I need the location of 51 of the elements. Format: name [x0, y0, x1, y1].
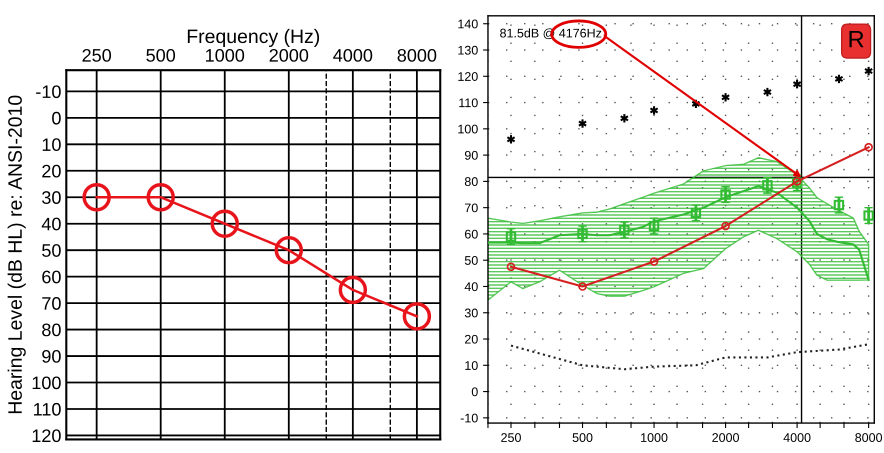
x-tick-label: 1000 — [641, 433, 668, 442]
y-tick-label: 10 — [42, 138, 61, 152]
y-tick-label: 100 — [32, 376, 61, 390]
y-tick-label: 110 — [34, 402, 61, 416]
y-tick-label: 130 — [458, 46, 478, 55]
y-tick-label: 50 — [464, 256, 478, 265]
x-tick-label: 500 — [572, 433, 592, 442]
y-tick-label: 120 — [32, 429, 61, 442]
y-tick-label: 40 — [42, 218, 61, 230]
y-tick-label: 100 — [458, 124, 478, 134]
point — [146, 183, 175, 212]
y-tick-label: 30 — [42, 191, 61, 204]
y-tick-label: 0 — [472, 387, 478, 396]
y-tick-label: 70 — [42, 297, 61, 310]
y-tick-label: 40 — [464, 282, 478, 292]
x-tick-label: 8000 — [398, 49, 436, 62]
x-tick-label: 250 — [82, 49, 112, 62]
y-tick-label: 120 — [458, 72, 478, 81]
y-tick-label: 110 — [459, 98, 478, 108]
y-tick-label: 140 — [458, 20, 478, 28]
x-tick-label: 4000 — [783, 433, 811, 442]
y-tick-label: 20 — [42, 164, 61, 178]
x-tick-label: 2000 — [270, 49, 308, 62]
y-tick-label: 0 — [52, 112, 61, 125]
y-tick-label: 60 — [42, 270, 61, 284]
y-tick-label: 30 — [464, 308, 478, 318]
point — [82, 183, 111, 212]
y-tick-label: 80 — [464, 177, 478, 186]
point — [402, 302, 432, 331]
y-tick-label: 90 — [464, 150, 478, 160]
point — [210, 209, 239, 238]
point — [274, 236, 304, 264]
y-tick-label: 90 — [42, 350, 61, 363]
x-axis-title: Frequency (Hz) — [188, 28, 320, 47]
y-tick-label: 60 — [464, 230, 478, 239]
x-tick-label: 8000 — [855, 433, 882, 442]
y-tick-label: 80 — [42, 324, 61, 336]
y-tick-label: -10 — [36, 85, 61, 98]
point — [338, 276, 368, 304]
x-tick-label: 500 — [146, 49, 176, 62]
x-tick-label: 1000 — [206, 49, 244, 62]
y-tick-label: 10 — [465, 361, 478, 370]
y-tick-label: 50 — [42, 244, 61, 257]
y-tick-label: 20 — [464, 334, 478, 344]
y-tick-label: 70 — [464, 203, 478, 212]
y-axis-title: Hearing Level (dB HL) re: ANSI-2010 — [8, 96, 26, 414]
x-tick-label: 4000 — [333, 49, 372, 62]
y-tick-label: -10 — [460, 414, 478, 422]
x-tick-label: 2000 — [712, 433, 739, 442]
x-tick-label: 250 — [501, 433, 521, 442]
annotation: R — [850, 30, 864, 48]
